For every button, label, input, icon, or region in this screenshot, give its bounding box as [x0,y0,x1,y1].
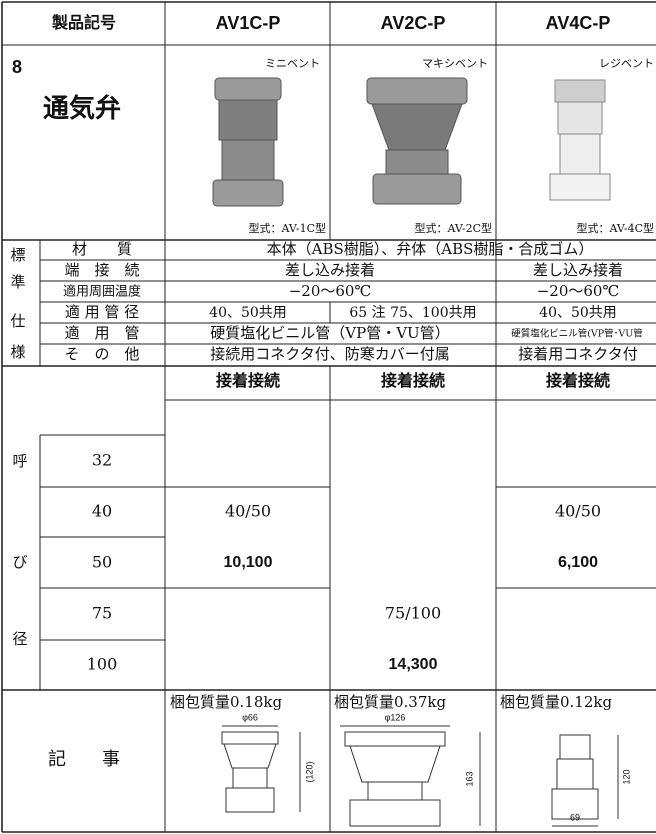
price-size: 40/50 [555,502,601,521]
product-model: 型式：AV-2C型 [415,221,492,235]
spec-label: 適 用 管 [64,324,139,342]
price: 10,100 [224,554,273,571]
product-image [212,77,284,207]
spec-label: 端 接 続 [64,261,139,279]
connection-type: 接着接続 [381,371,445,390]
spec-value: 40、50共用 [209,305,287,321]
dimension: 163 [464,771,474,786]
size-group-label: 呼 [12,452,27,470]
spec-value: 本体（ABS樹脂）、弁体（ABS樹脂・合成ゴム） [267,240,594,258]
size: 40 [92,502,112,521]
spec-value: 40、50共用 [539,305,617,321]
connection-type: 接着接続 [216,371,280,390]
spec-group-label: 準 [10,273,25,291]
size-group-label: び [12,553,27,571]
dimension: 69 [570,812,580,822]
spec-value: 差し込み接着 [533,261,623,279]
price: 6,100 [558,554,598,571]
product-nickname: ミニベント [265,57,320,70]
spec-group-label: 標 [10,246,25,264]
category-number: 8 [12,57,22,77]
product-image [549,79,611,201]
product-code: AV4C-P [546,13,611,33]
notes-label: 記 事 [48,749,120,770]
spec-group-label: 仕 [10,312,25,330]
package-weight: 梱包質量0.12kg [500,693,612,711]
size: 50 [92,553,112,572]
size: 32 [92,451,112,470]
connection-type: 接着接続 [546,371,610,390]
product-model: 型式：AV-1C型 [249,221,326,235]
spec-value: −20〜60℃ [289,282,372,300]
spec-value: 65 注 75、100共用 [349,305,476,321]
dimension: φ66 [242,712,258,722]
header-label: 製品記号 [51,13,116,32]
dimension: (120) [304,761,314,782]
size: 75 [92,604,112,623]
product-code: AV2C-P [381,13,446,33]
price-size: 75/100 [385,604,441,623]
spec-value: 接続用コネクタ付、防寒カバー付属 [210,345,449,363]
spec-label: 材 質 [72,240,132,258]
price: 14,300 [389,656,438,673]
spec-label: そ の 他 [64,345,139,363]
package-weight: 梱包質量0.37kg [334,693,446,711]
spec-value: −20〜60℃ [537,282,620,300]
product-nickname: マキシベント [422,57,488,70]
dimension-drawing [221,725,619,827]
product-model: 型式：AV-4C型 [577,221,654,235]
product-code: AV1C-P [216,13,281,33]
spec-value: 硬質塩化ビニル管(VP管･VU管 [511,328,643,340]
package-weight: 梱包質量0.18kg [170,693,282,711]
size-group-label: 径 [12,630,27,648]
spec-value: 硬質塩化ビニル管（VP管・VU管） [210,324,449,342]
price-size: 40/50 [225,502,271,521]
dimension: φ126 [385,712,406,722]
spec-value: 接着用コネクタ付 [518,345,637,363]
spec-value: 差し込み接着 [285,261,375,279]
size: 100 [87,655,118,674]
spec-group-label: 様 [10,343,25,361]
spec-label: 適 用 管 径 [65,303,139,321]
product-nickname: レジベント [599,57,654,70]
dimension: 120 [621,769,631,784]
product-image [366,77,468,205]
spec-label: 適用周囲温度 [63,284,141,300]
category-name: 通気弁 [43,93,121,123]
